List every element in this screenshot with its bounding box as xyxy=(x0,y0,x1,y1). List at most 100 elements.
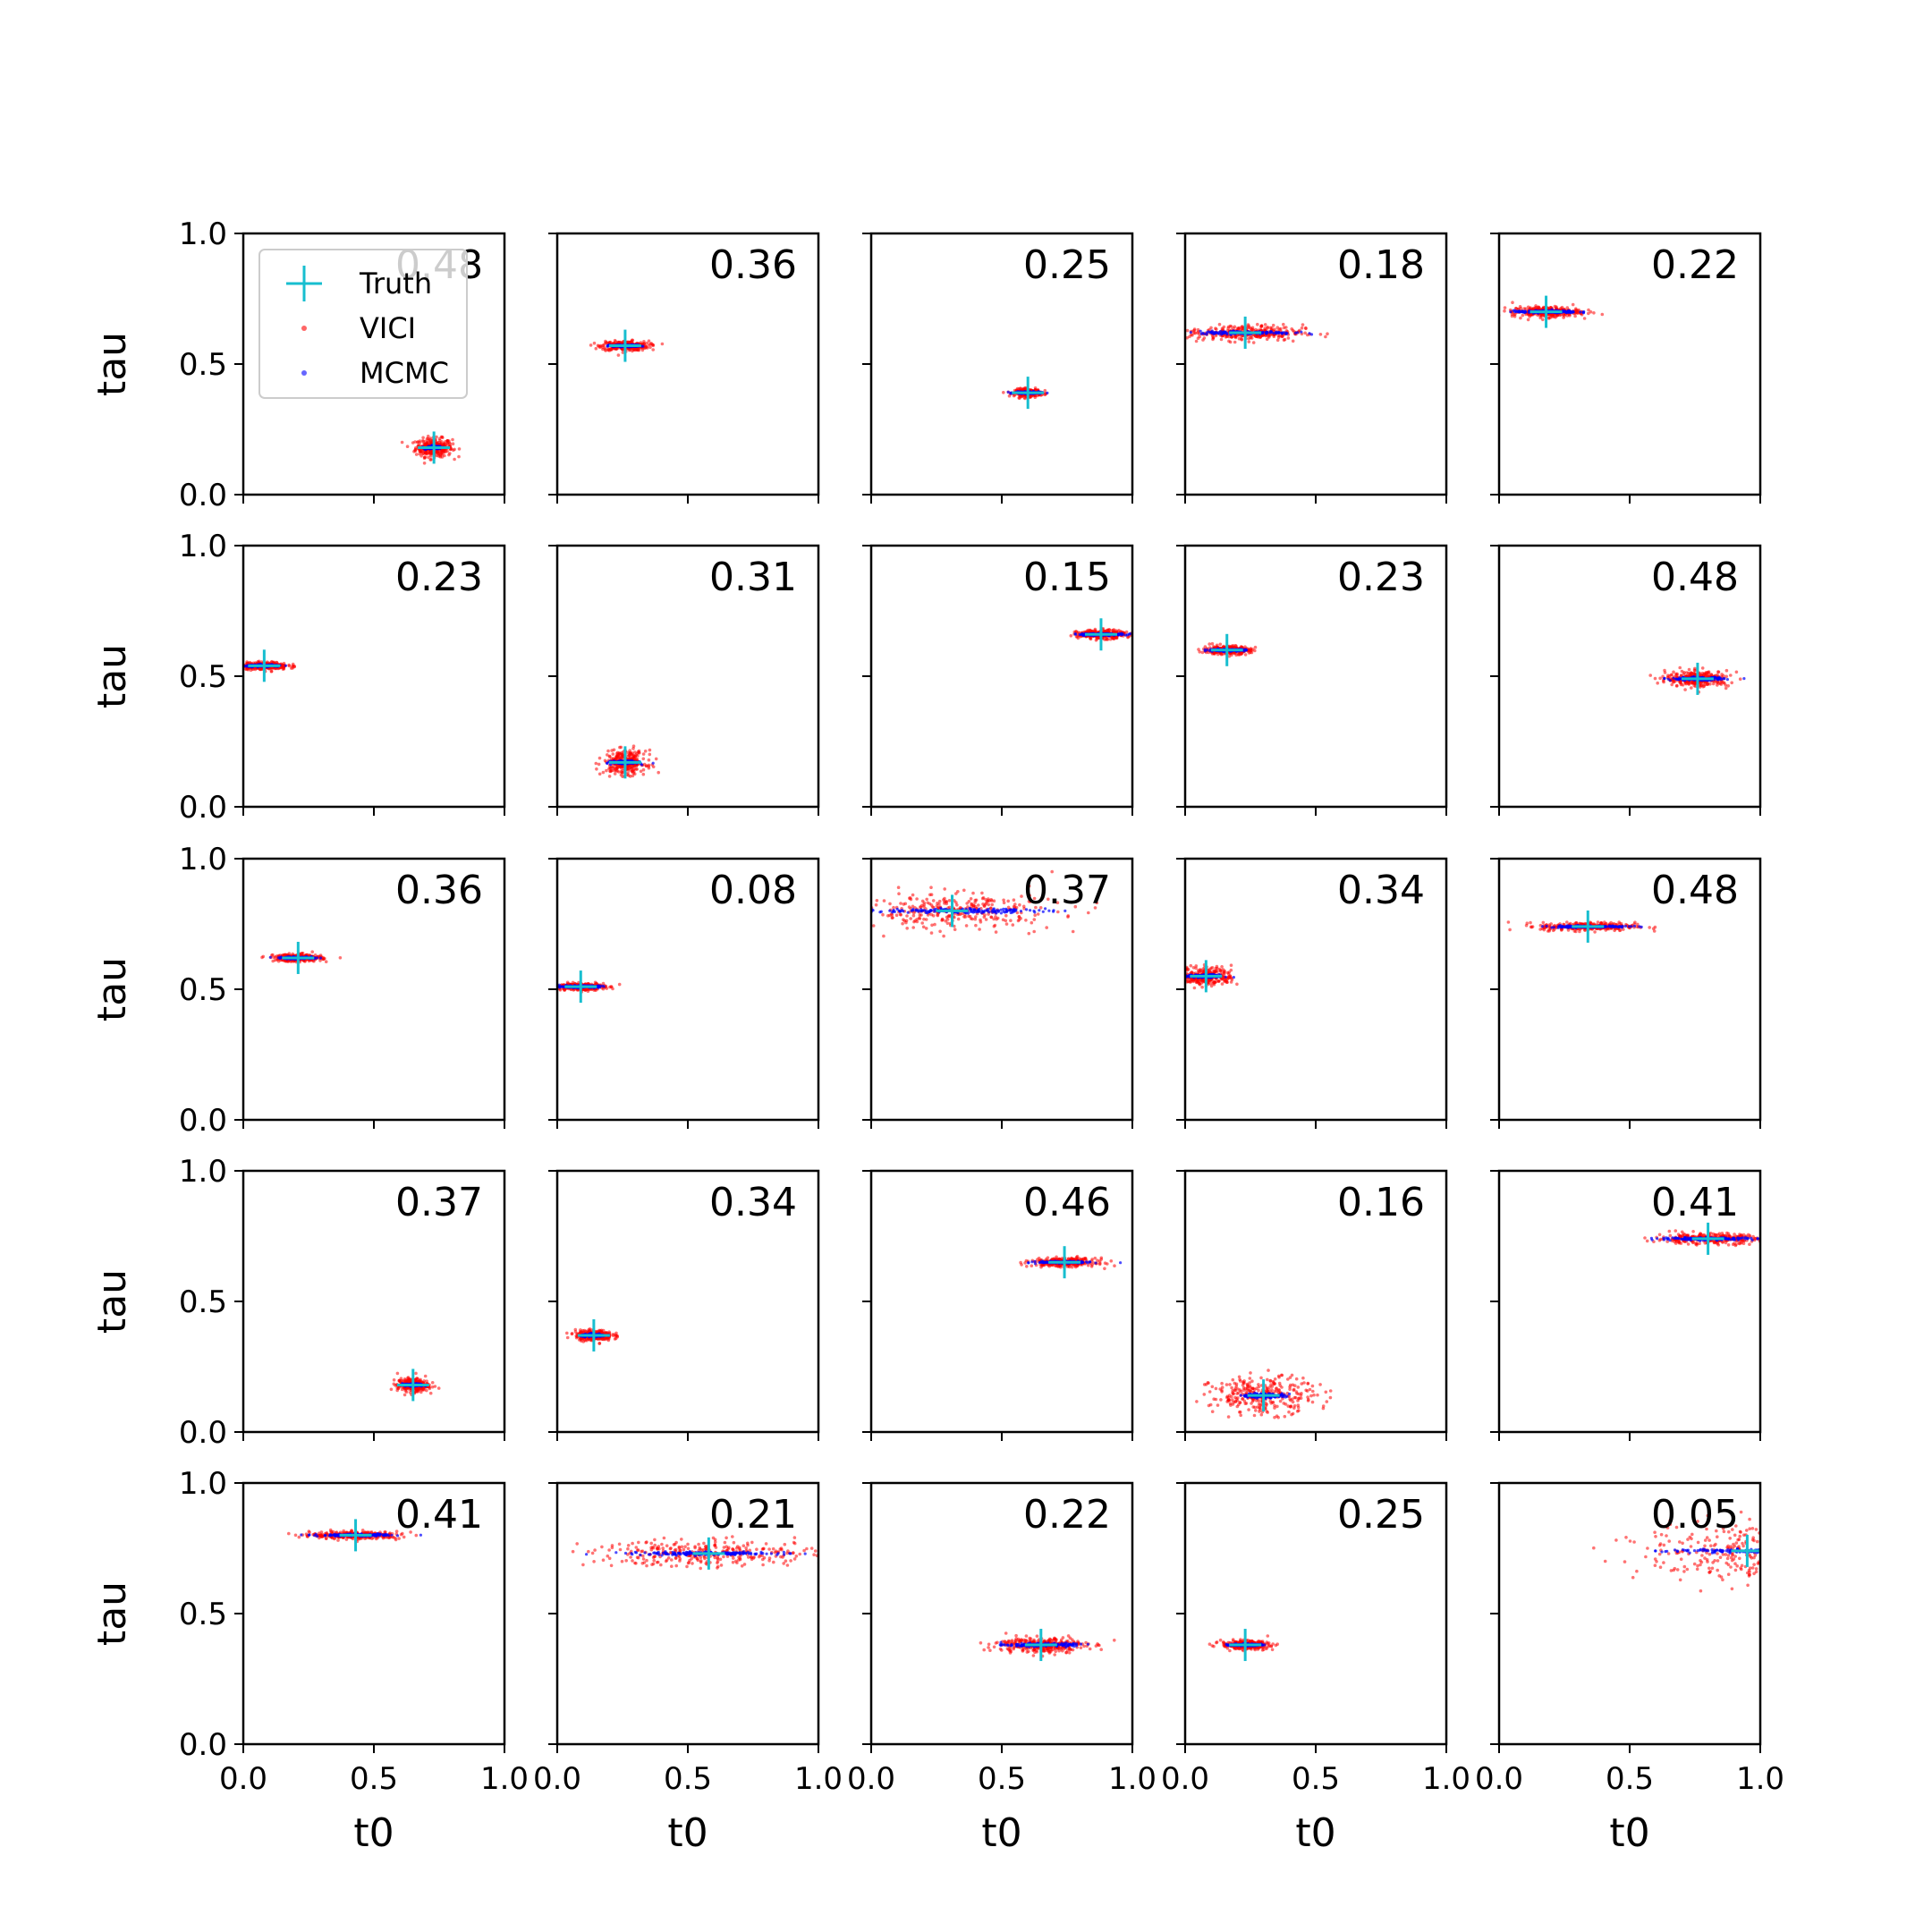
vici-point xyxy=(611,752,615,756)
vici-point xyxy=(436,454,441,458)
vici-point xyxy=(1304,326,1308,331)
vici-point xyxy=(1708,682,1712,686)
vici-point xyxy=(1538,316,1542,320)
plot-area xyxy=(557,546,818,807)
vici-point xyxy=(1554,315,1557,319)
vici-point xyxy=(1230,644,1234,648)
vici-point xyxy=(1519,307,1523,310)
vici-point xyxy=(619,757,623,760)
vici-point xyxy=(1680,669,1684,674)
plot-area xyxy=(557,233,818,495)
vici-point xyxy=(424,439,428,444)
vici-point xyxy=(1716,670,1721,674)
vici-point xyxy=(1256,322,1259,326)
vici-point xyxy=(1267,335,1271,339)
mcmc-point xyxy=(1284,332,1288,336)
vici-point xyxy=(1191,333,1194,337)
vici-point xyxy=(1503,309,1506,313)
panel-value-label: 0.36 xyxy=(709,242,797,288)
mcmc-point xyxy=(1579,310,1582,314)
vici-point xyxy=(631,768,635,772)
vici-point xyxy=(1271,323,1275,327)
points-layer xyxy=(1648,662,1746,695)
vici-point xyxy=(1234,653,1238,657)
vici-point xyxy=(609,347,613,352)
subplot-3: 0.25 xyxy=(862,232,1134,504)
vici-point xyxy=(1324,335,1327,339)
vici-point xyxy=(1124,630,1129,634)
vici-point xyxy=(449,447,453,451)
vici-point xyxy=(1709,673,1714,676)
vici-point xyxy=(1724,674,1728,679)
vici-point xyxy=(453,447,456,452)
vici-point xyxy=(1703,682,1707,687)
vici-point xyxy=(1511,301,1514,305)
points-layer xyxy=(1148,316,1329,349)
mcmc-point xyxy=(1571,310,1574,314)
vici-point xyxy=(1226,326,1230,330)
vici-point xyxy=(1300,326,1304,330)
vici-point xyxy=(1592,311,1596,315)
vici-point xyxy=(428,458,433,462)
vici-point xyxy=(414,453,419,456)
vici-point xyxy=(437,436,442,441)
vici-point xyxy=(1279,326,1283,331)
panel-value-label: 0.23 xyxy=(395,555,483,600)
vici-point xyxy=(1524,307,1528,311)
subplot-10: 0.48 xyxy=(1490,544,1762,816)
mcmc-point xyxy=(1567,309,1571,313)
vici-point xyxy=(607,775,612,778)
vici-point xyxy=(641,772,646,776)
vici-point xyxy=(422,462,427,465)
vici-point xyxy=(237,665,241,669)
vici-point xyxy=(428,450,432,454)
vici-point xyxy=(1587,311,1590,316)
plot-area xyxy=(243,546,504,807)
vici-point xyxy=(1210,641,1215,646)
vici-point xyxy=(1240,338,1244,342)
mcmc-point xyxy=(606,344,609,348)
vici-point xyxy=(1197,332,1201,336)
vici-point xyxy=(1230,335,1234,339)
mcmc-point xyxy=(1006,390,1010,394)
vici-point xyxy=(1670,673,1674,677)
vici-point xyxy=(636,348,640,352)
vici-point xyxy=(628,751,632,756)
vici-point xyxy=(1069,634,1073,638)
y-tick-label: 0.5 xyxy=(179,659,227,695)
vici-point xyxy=(1089,629,1092,632)
vici-point xyxy=(1693,666,1697,671)
vici-point xyxy=(631,744,636,748)
vici-point xyxy=(1029,395,1032,400)
vici-point xyxy=(606,348,610,352)
vici-point xyxy=(604,339,607,343)
vici-point xyxy=(631,754,636,758)
vici-point xyxy=(1670,682,1674,687)
y-tick-label: 1.0 xyxy=(179,216,227,252)
vici-point xyxy=(1707,670,1711,674)
vici-point xyxy=(1202,336,1207,340)
vici-point xyxy=(1208,642,1211,646)
vici-point xyxy=(594,761,598,766)
vici-point xyxy=(619,767,623,770)
vici-point xyxy=(1126,635,1130,640)
vici-point xyxy=(1185,335,1189,340)
vici-point xyxy=(1519,316,1522,320)
vici-point xyxy=(453,457,456,462)
vici-point xyxy=(421,439,426,444)
vici-point xyxy=(1023,386,1027,390)
vici-point xyxy=(1228,324,1233,328)
vici-point xyxy=(1534,304,1538,308)
vici-point xyxy=(612,748,616,752)
vici-point xyxy=(424,452,428,455)
vici-point xyxy=(1690,681,1695,685)
vici-point xyxy=(1033,395,1038,400)
vici-point xyxy=(616,752,621,757)
panel-value-label: 0.18 xyxy=(1337,242,1425,288)
vici-point xyxy=(1192,327,1197,331)
vici-point xyxy=(228,663,232,666)
vici-point xyxy=(601,347,605,352)
vici-point xyxy=(1553,304,1557,309)
points-layer xyxy=(594,744,660,779)
vici-point xyxy=(1148,337,1152,341)
